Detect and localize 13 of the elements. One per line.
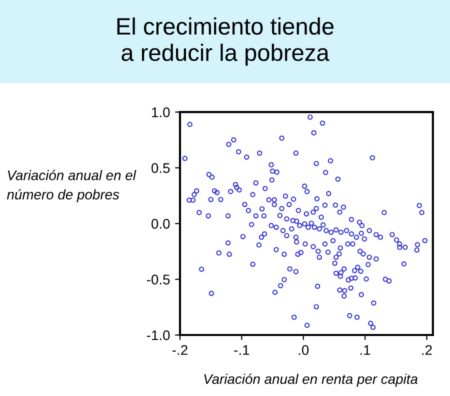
y-tick-label: 0.5 xyxy=(152,163,170,173)
x-tick-label: .0 xyxy=(298,345,309,355)
x-axis-title: Variación anual en renta per capita xyxy=(204,374,418,387)
y-tick-label: 0.0 xyxy=(152,218,170,229)
x-tick-label: -.2 xyxy=(172,345,188,355)
y-tick-label: -0.5 xyxy=(146,274,170,284)
y-axis-title: Variación anual en el número de pobres xyxy=(6,170,136,202)
y-tick-label: 1.0 xyxy=(152,107,170,118)
chart-title: El crecimiento tiende a reducir la pobreza xyxy=(117,17,334,66)
y-tick-label: -1.0 xyxy=(146,330,170,340)
x-tick-label: -.1 xyxy=(234,345,250,355)
x-tick-label: .2 xyxy=(422,345,432,355)
x-tick-label: .1 xyxy=(360,345,370,355)
